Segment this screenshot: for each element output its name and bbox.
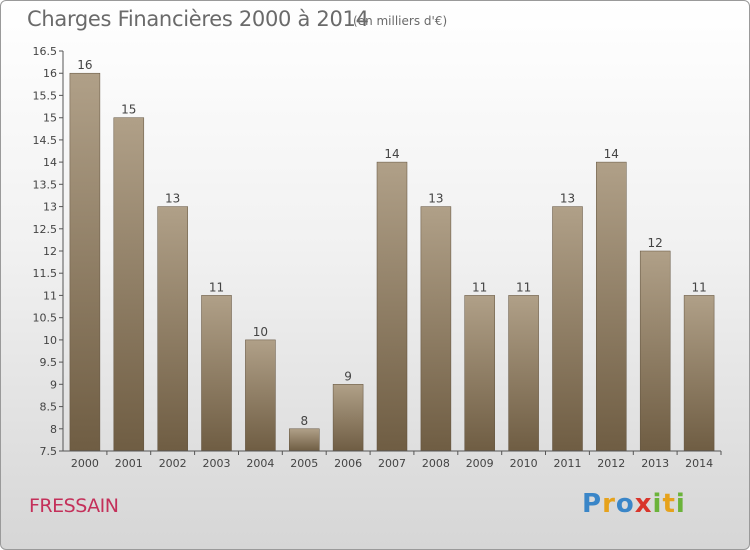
x-tick-label: 2004 [246, 457, 274, 470]
bar-2007 [376, 161, 408, 452]
x-tick-label: 2011 [554, 457, 582, 470]
logo-letter: o [615, 489, 635, 519]
bar-value-label: 14 [384, 147, 399, 161]
x-tick-label: 2001 [115, 457, 143, 470]
chart-title: Charges Financières 2000 à 2014 [27, 7, 369, 31]
bar-value-label: 8 [300, 414, 308, 428]
axes-group: 2000 2001 2002 2003 2004 2005 2006 2007 2008 2009… [33, 45, 722, 470]
logo-letter: r [602, 489, 616, 519]
bar-2012 [596, 161, 627, 452]
bar-2003 [201, 295, 232, 452]
y-tick-label: 13.5 [33, 178, 58, 191]
bar-value-label: 10 [253, 325, 268, 339]
logo-letter: P [582, 489, 603, 519]
y-tick-label: 16 [43, 67, 57, 80]
bar-2006 [332, 384, 364, 452]
y-tick-label: 10.5 [33, 312, 58, 325]
y-tick-label: 15.5 [33, 89, 58, 102]
bar-2002 [157, 206, 188, 452]
bars-group: 16 15 13 11 10 8 9 14 13 11 11 13 14 12 11 [69, 58, 715, 452]
bar-value-label: 15 [121, 103, 136, 117]
bar-2005 [289, 428, 320, 452]
y-tick-label: 14 [43, 156, 57, 169]
x-tick-label: 2009 [466, 457, 494, 470]
bar-value-label: 13 [165, 192, 180, 206]
bar-value-label: 13 [428, 192, 443, 206]
y-tick-label: 12 [43, 245, 57, 258]
bar-2008 [420, 206, 452, 452]
bar-value-label: 13 [560, 192, 575, 206]
logo-letter: i [652, 489, 663, 519]
x-tick-label: 2012 [597, 457, 625, 470]
y-tick-label: 8 [50, 423, 57, 436]
bar-2013 [639, 250, 671, 452]
proxiti-logo[interactable]: Proxiti [582, 489, 686, 519]
y-tick-label: 8.5 [40, 401, 58, 414]
bar-value-label: 11 [209, 280, 224, 294]
y-tick-label: 7.5 [40, 445, 58, 458]
x-tick-label: 2007 [378, 457, 406, 470]
x-tick-label: 2014 [685, 457, 713, 470]
bar-value-label: 11 [691, 280, 706, 294]
y-tick-label: 15 [43, 112, 57, 125]
y-tick-label: 11 [43, 289, 57, 302]
commune-name: FRESSAIN [29, 495, 119, 517]
logo-letter: i [675, 489, 686, 519]
x-tick-label: 2013 [641, 457, 669, 470]
y-tick-label: 11.5 [33, 267, 58, 280]
bar-2001 [113, 117, 145, 452]
logo-letter: x [634, 489, 653, 519]
y-tick-label: 14.5 [33, 134, 58, 147]
y-tick-label: 9.5 [40, 356, 58, 369]
x-tick-label: 2000 [71, 457, 99, 470]
y-tick-label: 16.5 [33, 45, 58, 58]
logo-letter: t [662, 489, 676, 519]
bar-value-label: 9 [344, 369, 352, 383]
bar-2009 [464, 295, 495, 452]
bar-2011 [552, 206, 583, 452]
x-tick-label: 2006 [334, 457, 362, 470]
y-tick-label: 12.5 [33, 223, 58, 236]
y-tick-label: 10 [43, 334, 57, 347]
bar-value-label: 16 [77, 58, 92, 72]
bar-value-label: 12 [648, 236, 663, 250]
bar-2000 [69, 72, 101, 452]
bar-2004 [245, 339, 276, 452]
chart-unit: (en milliers d'€) [353, 14, 448, 28]
bar-value-label: 14 [604, 147, 619, 161]
bar-value-label: 11 [516, 280, 531, 294]
x-tick-label: 2005 [290, 457, 318, 470]
bar-2010 [508, 295, 539, 452]
bar-2014 [683, 295, 715, 452]
bar-value-label: 11 [472, 280, 487, 294]
x-tick-label: 2010 [510, 457, 538, 470]
x-tick-label: 2008 [422, 457, 450, 470]
y-tick-label: 13 [43, 201, 57, 214]
x-tick-label: 2002 [159, 457, 187, 470]
y-tick-label: 9 [50, 378, 57, 391]
x-tick-label: 2003 [203, 457, 231, 470]
